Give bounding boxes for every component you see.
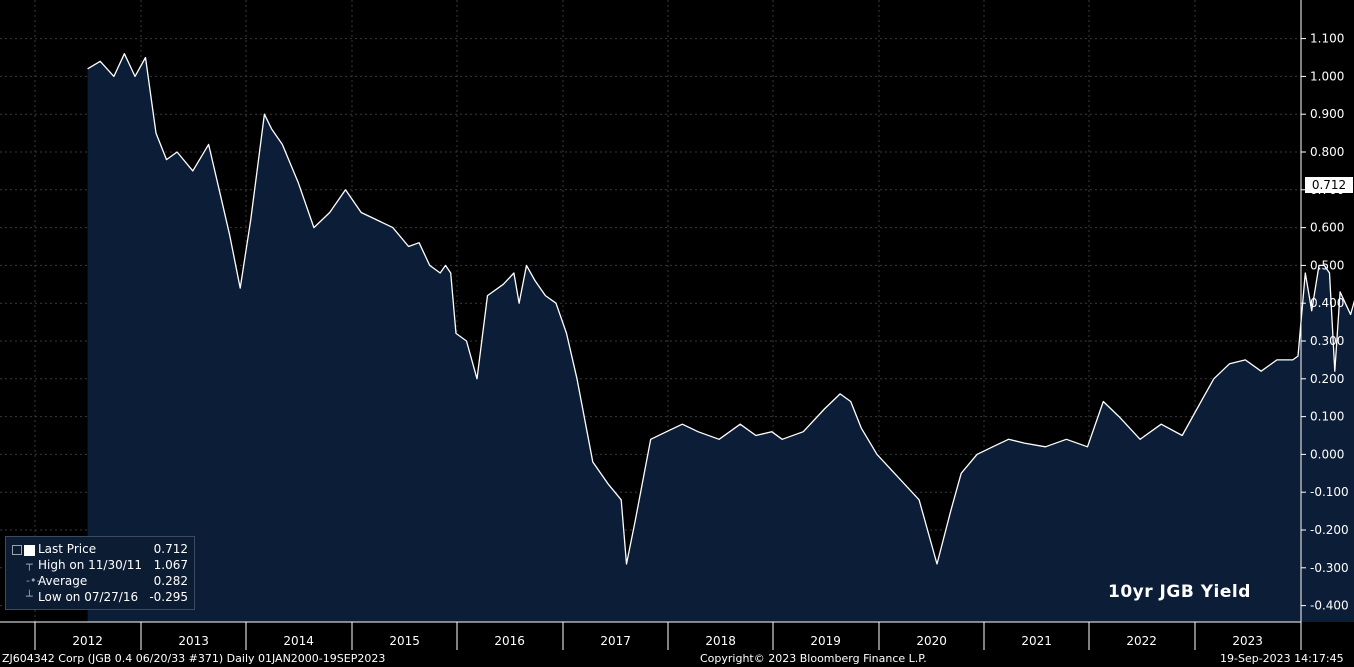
y-tick-label: -0.100 [1310, 485, 1349, 499]
footer-security-info: ZJ604342 Corp (JGB 0.4 06/20/33 #371) Da… [2, 652, 386, 665]
yield-chart: 1.1001.0000.9000.8000.7000.6000.5000.400… [0, 0, 1354, 650]
legend-value: 0.712 [153, 542, 188, 556]
x-axis-ticks: 2012 2013 2014 2015 2016 2017 2018 2019 2020 2021… [34, 622, 1302, 650]
high-marker-icon: ┬ [26, 558, 33, 571]
x-tick-label: 2017 [600, 634, 631, 648]
y-tick-label: -0.300 [1310, 561, 1349, 575]
x-tick-label: 2023 [1232, 634, 1263, 648]
legend-box: Last Price 0.712 ┬ High on 11/30/11 1.06… [5, 536, 195, 610]
x-tick-label: 2019 [810, 634, 841, 648]
legend-value: 1.067 [153, 558, 188, 572]
y-tick-label: 0.500 [1310, 258, 1344, 272]
footer-copyright: Copyright© 2023 Bloomberg Finance L.P. [700, 652, 927, 665]
y-tick-label: -0.400 [1310, 599, 1349, 613]
y-tick-label: 0.800 [1310, 145, 1344, 159]
last-price-swatch-icon [24, 545, 35, 556]
footer-bar: ZJ604342 Corp (JGB 0.4 06/20/33 #371) Da… [0, 650, 1354, 667]
x-tick-label: 2021 [1021, 634, 1052, 648]
x-tick-label: 2014 [283, 634, 314, 648]
legend-value: 0.282 [153, 574, 188, 588]
y-tick-label: 0.900 [1310, 107, 1344, 121]
legend-label: Low on 07/27/16 [38, 590, 139, 604]
y-tick-label: -0.200 [1310, 523, 1349, 537]
last-price-tag: 0.712 [1305, 177, 1353, 193]
x-tick-label: 2016 [494, 634, 525, 648]
footer-timestamp: 19-Sep-2023 14:17:45 [1220, 652, 1344, 665]
y-tick-label: 0.600 [1310, 221, 1344, 235]
legend-row-average: -•- Average 0.282 [6, 574, 194, 590]
collapse-icon[interactable] [12, 545, 22, 555]
x-tick-label: 2015 [389, 634, 420, 648]
y-tick-label: 0.000 [1310, 447, 1344, 461]
y-tick-label: 0.300 [1310, 334, 1344, 348]
x-tick-label: 2012 [72, 634, 103, 648]
y-tick-label: 1.100 [1310, 32, 1344, 46]
low-marker-icon: ┴ [26, 590, 33, 603]
x-tick-label: 2013 [178, 634, 209, 648]
y-tick-label: 0.100 [1310, 410, 1344, 424]
legend-label: Average [38, 574, 88, 588]
y-tick-label: 1.000 [1310, 69, 1344, 83]
legend-label: Last Price [38, 542, 97, 556]
yield-series-line [87, 53, 1354, 565]
legend-value: -0.295 [149, 590, 188, 604]
legend-row-last-price: Last Price 0.712 [6, 542, 194, 558]
x-tick-label: 2022 [1126, 634, 1157, 648]
legend-row-low: ┴ Low on 07/27/16 -0.295 [6, 590, 194, 606]
legend-label: High on 11/30/11 [38, 558, 143, 572]
y-axis-ticks: 1.1001.0000.9000.8000.7000.6000.5000.400… [1301, 32, 1349, 613]
y-tick-label: 0.200 [1310, 372, 1344, 386]
legend-row-high: ┬ High on 11/30/11 1.067 [6, 558, 194, 574]
chart-title: 10yr JGB Yield [1108, 582, 1251, 602]
x-tick-label: 2018 [705, 634, 736, 648]
yield-area-fill [87, 53, 1354, 622]
y-tick-label: 0.400 [1310, 296, 1344, 310]
average-marker-icon: -•- [26, 574, 41, 587]
x-tick-label: 2020 [916, 634, 947, 648]
